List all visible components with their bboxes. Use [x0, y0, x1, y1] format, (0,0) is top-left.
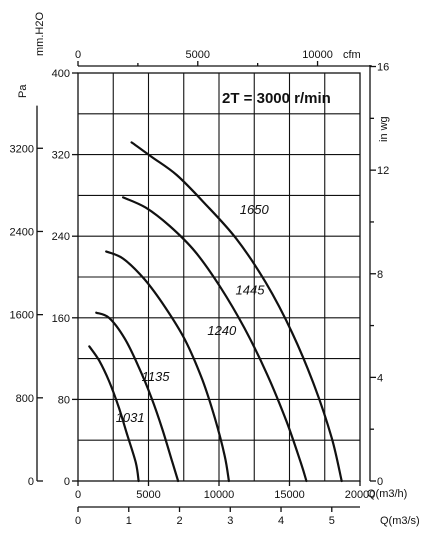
x-tick-label-m3s: 1 — [126, 515, 132, 527]
curve-label-1650: 1650 — [240, 202, 270, 217]
y-tick-label-mmh2o: 80 — [58, 394, 70, 406]
y-axis-label-mmh2o: mm.H2O — [34, 12, 46, 56]
y-tick-label-inwg: 12 — [377, 165, 389, 177]
fan-curve-1031 — [88, 345, 140, 483]
fan-curve-1445 — [122, 196, 308, 483]
y-tick-label-mmh2o: 320 — [52, 150, 70, 162]
y-axis-label-pa: Pa — [17, 84, 29, 98]
grid — [77, 72, 361, 482]
y-tick-label-mmh2o: 240 — [52, 231, 70, 243]
fan-curve-1135 — [95, 311, 180, 483]
x-tick-label-m3s: 0 — [75, 515, 81, 527]
fan-curve-1240 — [105, 250, 230, 483]
x-tick-label-m3h: 15000 — [274, 489, 305, 501]
y-tick-label-inwg: 4 — [377, 372, 383, 384]
x-tick-label-m3h: 0 — [75, 489, 81, 501]
y-tick-label-inwg: 16 — [377, 62, 389, 74]
fan-curve-1650 — [130, 141, 343, 483]
x-axis-label-m3h: Q(m3/h) — [367, 488, 407, 500]
x-axis-label-m3s: Q(m3/s) — [380, 515, 420, 527]
x-tick-label-m3h: 10000 — [204, 489, 235, 501]
y-tick-label-pa: 3200 — [10, 143, 34, 155]
curve-label-1031: 1031 — [116, 410, 145, 425]
x-tick-label-cfm: 0 — [75, 49, 81, 61]
y-tick-label-pa: 0 — [28, 476, 34, 488]
y-axis-label-inwg: in wg — [378, 116, 390, 142]
y-tick-label-pa: 1600 — [10, 310, 34, 322]
chart-title: 2T = 3000 r/min — [222, 90, 331, 107]
y-tick-label-mmh2o: 0 — [64, 476, 70, 488]
fan-curves: 1031 1135 1240 1445 1650 — [88, 141, 343, 483]
x-tick-label-m3s: 2 — [176, 515, 182, 527]
y-tick-label-mmh2o: 400 — [52, 68, 70, 80]
y-tick-label-pa: 800 — [16, 393, 34, 405]
y-tick-label-pa: 2400 — [10, 226, 34, 238]
x-tick-label-m3h: 20000 — [345, 489, 376, 501]
x-tick-label-cfm: 5000 — [186, 49, 210, 61]
x-tick-label-m3s: 4 — [278, 515, 284, 527]
curve-label-1445: 1445 — [236, 282, 266, 297]
y-tick-label-mmh2o: 160 — [52, 313, 70, 325]
x-tick-label-cfm: 10000 — [302, 49, 333, 61]
y-tick-label-inwg: 8 — [377, 269, 383, 281]
curve-label-1135: 1135 — [142, 369, 171, 384]
y-tick-label-inwg: 0 — [377, 476, 383, 488]
x-tick-label-m3s: 3 — [227, 515, 233, 527]
x-tick-label-m3s: 5 — [329, 515, 335, 527]
x-tick-label-m3h: 5000 — [136, 489, 160, 501]
x-axis-label-cfm: cfm — [343, 49, 361, 61]
curve-label-1240: 1240 — [207, 323, 237, 338]
